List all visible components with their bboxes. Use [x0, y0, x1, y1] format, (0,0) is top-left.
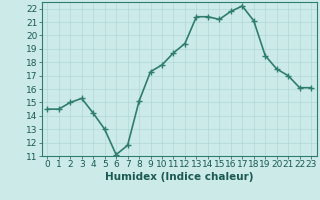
- X-axis label: Humidex (Indice chaleur): Humidex (Indice chaleur): [105, 172, 253, 182]
